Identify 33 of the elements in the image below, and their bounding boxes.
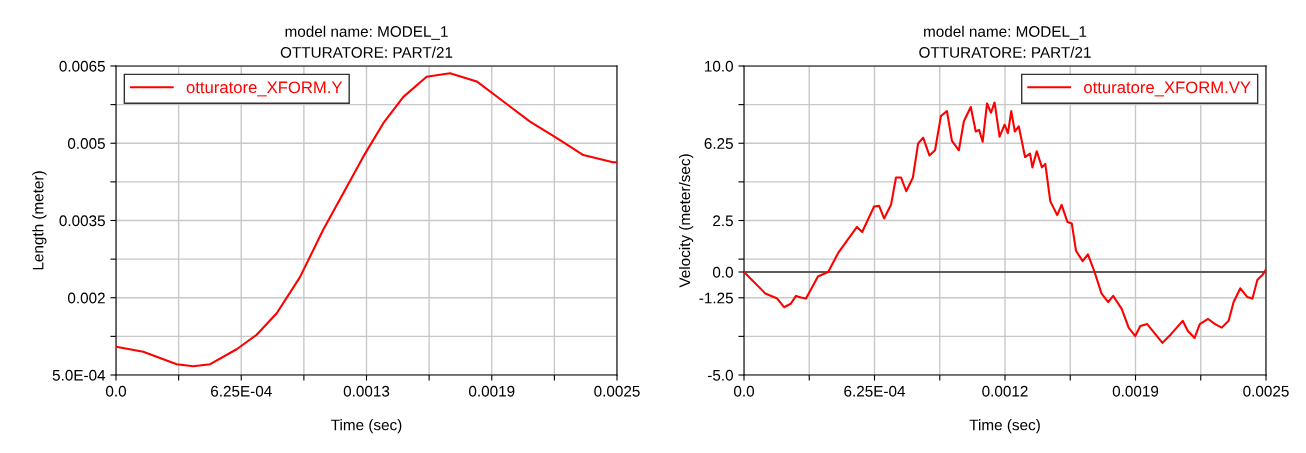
x-tick-label: 0.0: [105, 385, 127, 397]
y-tick-label: 0.002: [67, 292, 105, 304]
y-tick-label: 0.0065: [59, 60, 105, 72]
x-tick-label: 6.25E-04: [211, 385, 272, 397]
line-series: [116, 72, 617, 368]
y-tick-label: 10.0: [705, 60, 733, 72]
x-tick-label: 0.0013: [343, 385, 390, 397]
legend-label: otturatore_XFORM.Y: [186, 81, 343, 97]
line-series: [744, 101, 1266, 344]
y-tick-label: -1.25: [699, 292, 733, 304]
y-tick-label: 5.0E-04: [52, 369, 106, 381]
x-tick-label: 0.0019: [468, 385, 515, 397]
x-tick-label: 0.0019: [1112, 385, 1159, 397]
chart-subtitle: OTTURATORE: PART/21: [280, 46, 453, 58]
y-axis-title: Length (meter): [32, 171, 47, 270]
chart-title: model name: MODEL_1: [285, 25, 448, 40]
x-tick-label: 0.0025: [1243, 385, 1289, 397]
x-axis-title: Time (sec): [969, 419, 1040, 434]
y-axis-title: Velocity (meter/sec): [678, 154, 694, 288]
chart-subtitle: OTTURATORE: PART/21: [919, 46, 1091, 58]
y-tick-label: -5.0: [707, 369, 733, 381]
y-tick-label: 6.25: [704, 138, 733, 149]
x-tick-label: 0.0012: [982, 385, 1028, 397]
x-tick-label: 0.0: [733, 385, 755, 397]
y-tick-label: 0.0035: [59, 215, 105, 227]
y-tick-label: 2.5: [713, 215, 733, 227]
chart-title: model name: MODEL_1: [924, 25, 1087, 40]
x-tick-label: 6.25E-04: [844, 385, 906, 397]
y-tick-label: 0.005: [67, 138, 105, 149]
y-tick-label: 0.0: [712, 266, 733, 278]
legend-label: otturatore_XFORM.VY: [1084, 81, 1251, 97]
x-tick-label: 0.0025: [594, 385, 640, 397]
x-axis-title: Time (sec): [331, 419, 402, 434]
